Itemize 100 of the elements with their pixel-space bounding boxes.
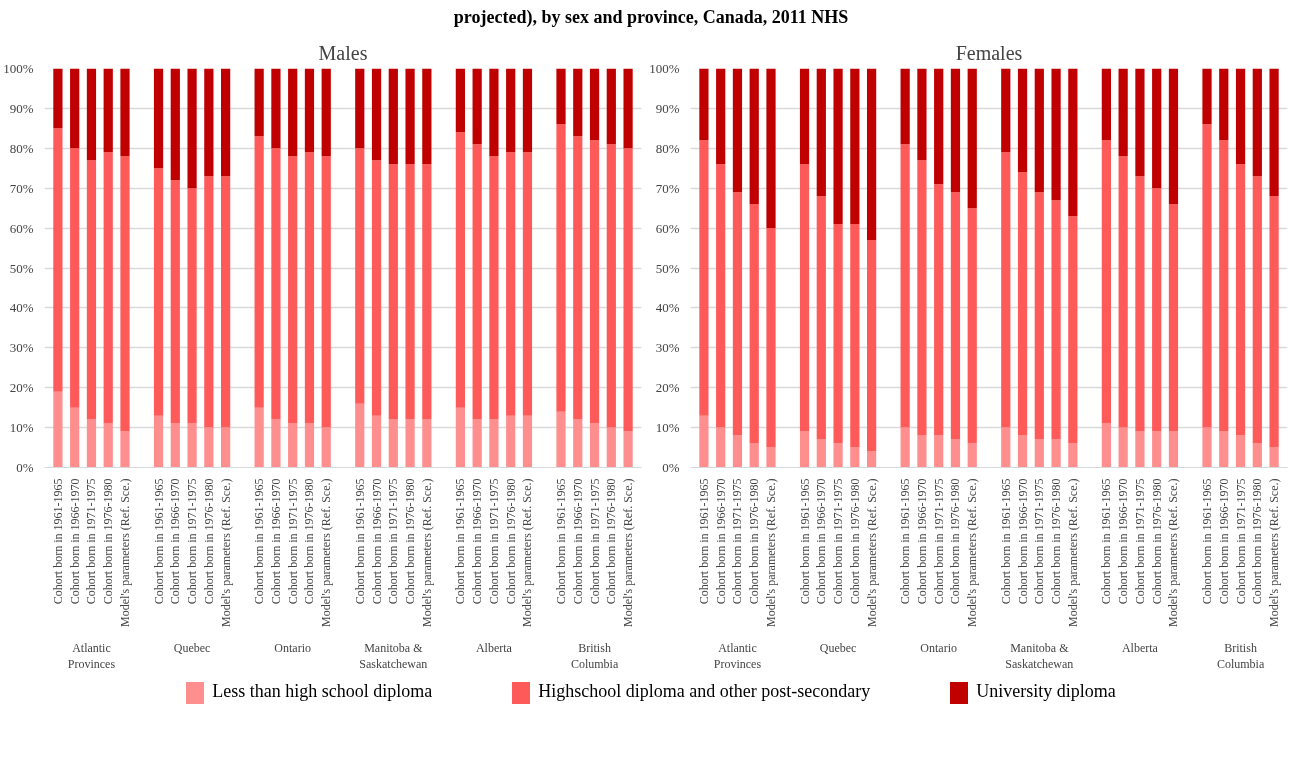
text: British Columbia xyxy=(1216,640,1265,672)
text: Ontario xyxy=(920,640,958,655)
x-tick-label: Cohort born in 1976-1980 xyxy=(403,478,418,605)
x-tick-label: Cohort born in 1961-1965 xyxy=(1099,478,1114,605)
x-tick-label: Model's parameters (Ref. Sce.) xyxy=(218,478,233,627)
x-tick-label: Cohort born in 1976-1980 xyxy=(1149,478,1164,605)
x-tick-label: Cohort born in 1971-1975 xyxy=(285,478,300,605)
text: Ontario xyxy=(274,640,312,655)
x-tick-label: Cohort born in 1976-1980 xyxy=(948,478,963,605)
y-tick-label: 40% xyxy=(655,300,680,316)
y-tick-label: 0% xyxy=(662,460,680,475)
x-tick-label: Cohort born in 1971-1975 xyxy=(486,478,501,605)
x-tick-label: Cohort born in 1971-1975 xyxy=(587,478,602,605)
x-tick-label: Cohort born in 1971-1975 xyxy=(84,478,99,605)
x-tick-label: Cohort born in 1961-1965 xyxy=(797,478,812,605)
y-tick-label: 100% xyxy=(3,61,34,76)
x-tick-label: Cohort born in 1961-1965 xyxy=(696,478,711,605)
text: Quebec xyxy=(819,640,857,655)
y-tick-label: 20% xyxy=(9,380,34,396)
x-tick-label: Cohort born in 1976-1980 xyxy=(604,478,619,605)
x-tick-label: Cohort born in 1971-1975 xyxy=(730,478,745,605)
x-tick-label: Cohort born in 1966-1970 xyxy=(814,478,829,605)
y-tick-label: 30% xyxy=(655,340,680,356)
x-tick-label: Cohort born in 1971-1975 xyxy=(931,478,946,605)
y-tick-label: 60% xyxy=(655,220,680,236)
x-tick-label: Cohort born in 1966-1970 xyxy=(470,478,485,605)
x-tick-label: Model's parameters (Ref. Sce.) xyxy=(520,478,535,627)
x-tick-label: Cohort born in 1966-1970 xyxy=(1015,478,1030,605)
x-tick-label: Cohort born in 1976-1980 xyxy=(1049,478,1064,605)
x-tick-label: Cohort born in 1966-1970 xyxy=(1116,478,1131,605)
legend-label: University diploma xyxy=(975,680,1116,703)
text: Atlantic Provinces xyxy=(713,640,762,672)
y-tick-label: 50% xyxy=(9,260,34,276)
x-tick-label: Cohort born in 1966-1970 xyxy=(1216,478,1231,605)
text: Atlantic Provinces xyxy=(67,640,116,672)
y-tick-label: 10% xyxy=(9,420,34,436)
x-tick-label: Cohort born in 1976-1980 xyxy=(747,478,762,605)
x-tick-label: Cohort born in 1976-1980 xyxy=(302,478,317,605)
x-tick-label: Model's parameters (Ref. Sce.) xyxy=(117,478,132,627)
x-tick-label: Cohort born in 1966-1970 xyxy=(168,478,183,605)
x-tick-label: Cohort born in 1971-1975 xyxy=(1032,478,1047,605)
x-tick-label: Model's parameters (Ref. Sce.) xyxy=(1166,478,1181,627)
y-tick-label: 50% xyxy=(655,260,680,276)
y-tick-label: 20% xyxy=(655,380,680,396)
x-tick-label: Cohort born in 1961-1965 xyxy=(252,478,267,605)
chart-subtitle: Females xyxy=(955,41,1023,64)
chart-subtitle: Males xyxy=(318,41,368,64)
x-tick-label: Cohort born in 1971-1975 xyxy=(1233,478,1248,605)
x-tick-label: Cohort born in 1976-1980 xyxy=(201,478,216,605)
text: Manitoba & Saskatchewan xyxy=(1005,640,1074,672)
y-tick-label: 90% xyxy=(9,100,34,116)
text: Quebec xyxy=(173,640,211,655)
x-tick-label: Model's parameters (Ref. Sce.) xyxy=(864,478,879,627)
x-tick-label: Cohort born in 1971-1975 xyxy=(1132,478,1147,605)
x-tick-label: Cohort born in 1966-1970 xyxy=(268,478,283,605)
x-tick-label: Cohort born in 1961-1965 xyxy=(898,478,913,605)
x-tick-label: Model's parameters (Ref. Sce.) xyxy=(319,478,334,627)
x-tick-label: Cohort born in 1976-1980 xyxy=(847,478,862,605)
x-tick-label: Cohort born in 1961-1965 xyxy=(151,478,166,605)
x-tick-label: Cohort born in 1961-1965 xyxy=(50,478,65,605)
legend-label: Highschool diploma and other post-secondary xyxy=(537,680,871,703)
x-tick-label: Model's parameters (Ref. Sce.) xyxy=(1267,478,1282,627)
x-tick-label: Cohort born in 1961-1965 xyxy=(554,478,569,605)
y-tick-label: 80% xyxy=(655,140,680,156)
x-tick-label: Cohort born in 1976-1980 xyxy=(1250,478,1265,605)
y-tick-label: 90% xyxy=(655,100,680,116)
y-tick-label: 30% xyxy=(9,340,34,356)
y-tick-label: 100% xyxy=(649,61,680,76)
y-tick-label: 0% xyxy=(16,460,34,475)
x-tick-label: Cohort born in 1961-1965 xyxy=(998,478,1013,605)
chart-title: projected), by sex and province, Canada, 2011 NHS xyxy=(453,6,849,29)
x-tick-label: Cohort born in 1976-1980 xyxy=(101,478,116,605)
x-tick-label: Model's parameters (Ref. Sce.) xyxy=(965,478,980,627)
x-tick-label: Model's parameters (Ref. Sce.) xyxy=(763,478,778,627)
y-tick-label: 10% xyxy=(655,420,680,436)
x-tick-label: Cohort born in 1961-1965 xyxy=(453,478,468,605)
x-tick-label: Cohort born in 1961-1965 xyxy=(1200,478,1215,605)
y-tick-label: 80% xyxy=(9,140,34,156)
legend-label: Less than high school diploma xyxy=(211,680,433,703)
y-tick-label: 40% xyxy=(9,300,34,316)
text: British Columbia xyxy=(570,640,619,672)
y-tick-label: 70% xyxy=(9,180,34,196)
x-tick-label: Model's parameters (Ref. Sce.) xyxy=(621,478,636,627)
x-tick-label: Cohort born in 1971-1975 xyxy=(831,478,846,605)
y-tick-label: 60% xyxy=(9,220,34,236)
y-tick-label: 70% xyxy=(655,180,680,196)
x-tick-label: Cohort born in 1966-1970 xyxy=(914,478,929,605)
x-tick-label: Cohort born in 1966-1970 xyxy=(570,478,585,605)
x-tick-label: Model's parameters (Ref. Sce.) xyxy=(1065,478,1080,627)
x-tick-label: Cohort born in 1966-1970 xyxy=(369,478,384,605)
x-tick-label: Cohort born in 1966-1970 xyxy=(713,478,728,605)
x-tick-label: Model's parameters (Ref. Sce.) xyxy=(419,478,434,627)
text: Manitoba & Saskatchewan xyxy=(359,640,428,672)
x-tick-label: Cohort born in 1961-1965 xyxy=(352,478,367,605)
x-tick-label: Cohort born in 1966-1970 xyxy=(67,478,82,605)
x-tick-label: Cohort born in 1971-1975 xyxy=(185,478,200,605)
text: Alberta xyxy=(475,640,513,655)
x-tick-label: Cohort born in 1976-1980 xyxy=(503,478,518,605)
text: Alberta xyxy=(1121,640,1159,655)
x-tick-label: Cohort born in 1971-1975 xyxy=(386,478,401,605)
